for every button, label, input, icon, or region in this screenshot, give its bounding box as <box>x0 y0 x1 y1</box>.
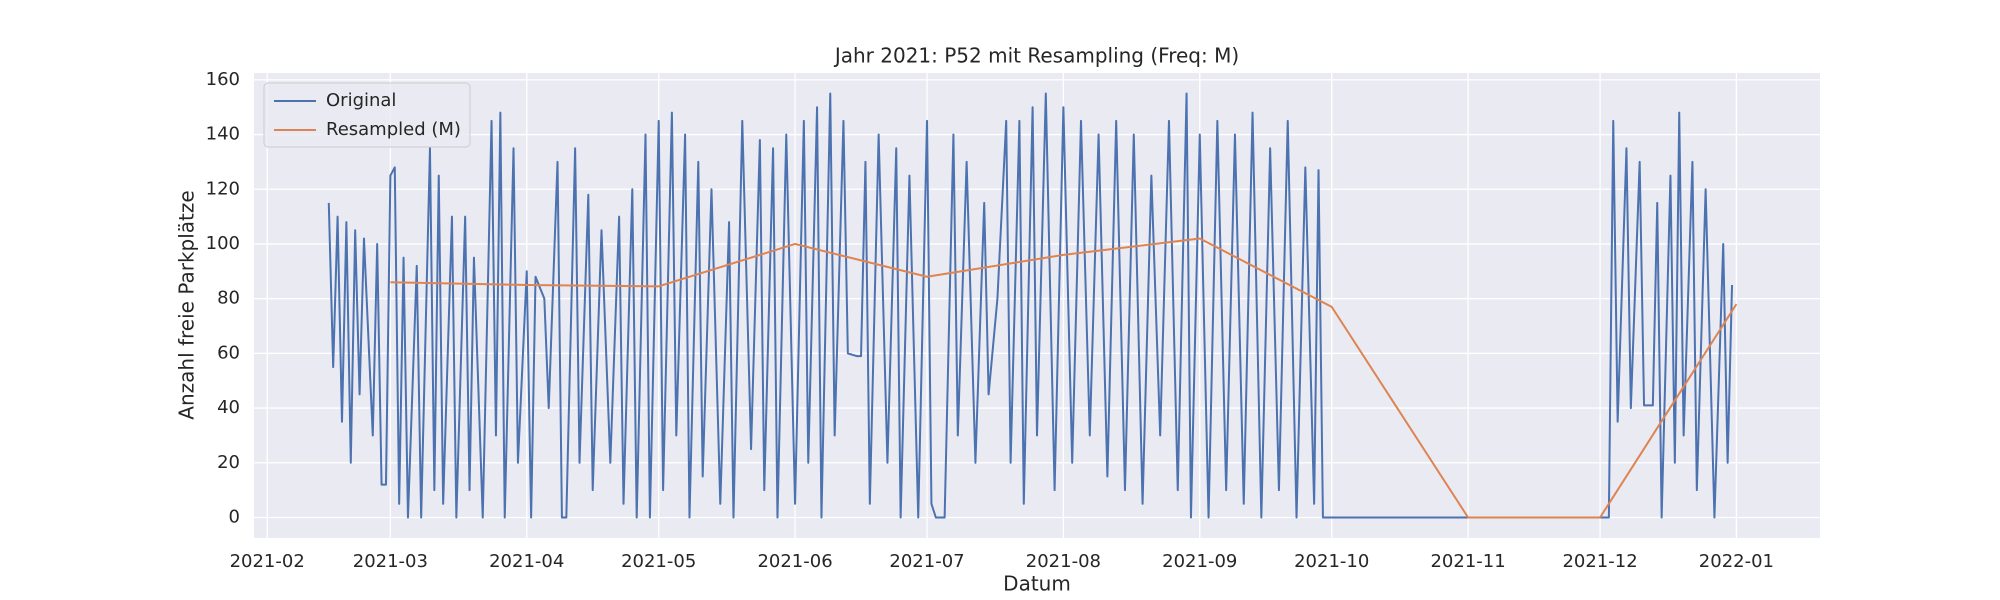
y-tick-label: 140 <box>206 124 240 145</box>
y-tick-label: 100 <box>206 233 240 254</box>
legend-label: Resampled (M) <box>326 119 461 140</box>
x-tick-label: 2021-07 <box>889 551 964 572</box>
y-tick-label: 20 <box>217 452 240 473</box>
y-axis-label: Anzahl freie Parkplätze <box>175 190 199 419</box>
x-tick-label: 2022-01 <box>1699 551 1774 572</box>
y-tick-label: 80 <box>217 288 240 309</box>
x-tick-label: 2021-12 <box>1562 551 1637 572</box>
x-tick-label: 2021-03 <box>353 551 428 572</box>
y-tick-label: 0 <box>229 506 240 527</box>
y-tick-label: 120 <box>206 178 240 199</box>
x-tick-label: 2021-09 <box>1162 551 1237 572</box>
x-tick-label: 2021-10 <box>1294 551 1369 572</box>
legend-label: Original <box>326 90 396 111</box>
chart-title: Jahr 2021: P52 mit Resampling (Freq: M) <box>833 44 1239 68</box>
y-tick-label: 160 <box>206 69 240 90</box>
data-line <box>327 92 1734 519</box>
x-axis-label: Datum <box>1003 572 1071 596</box>
x-tick-label: 2021-11 <box>1430 551 1505 572</box>
x-tick-label: 2021-06 <box>757 551 832 572</box>
x-tick-label: 2021-08 <box>1026 551 1101 572</box>
x-tick-label: 2021-04 <box>489 551 564 572</box>
y-tick-label: 60 <box>217 342 240 363</box>
data-line <box>390 237 1738 519</box>
y-tick-label: 40 <box>217 397 240 418</box>
x-tick-label: 2021-02 <box>230 551 305 572</box>
x-tick-label: 2021-05 <box>621 551 696 572</box>
plot-area <box>254 73 1820 538</box>
